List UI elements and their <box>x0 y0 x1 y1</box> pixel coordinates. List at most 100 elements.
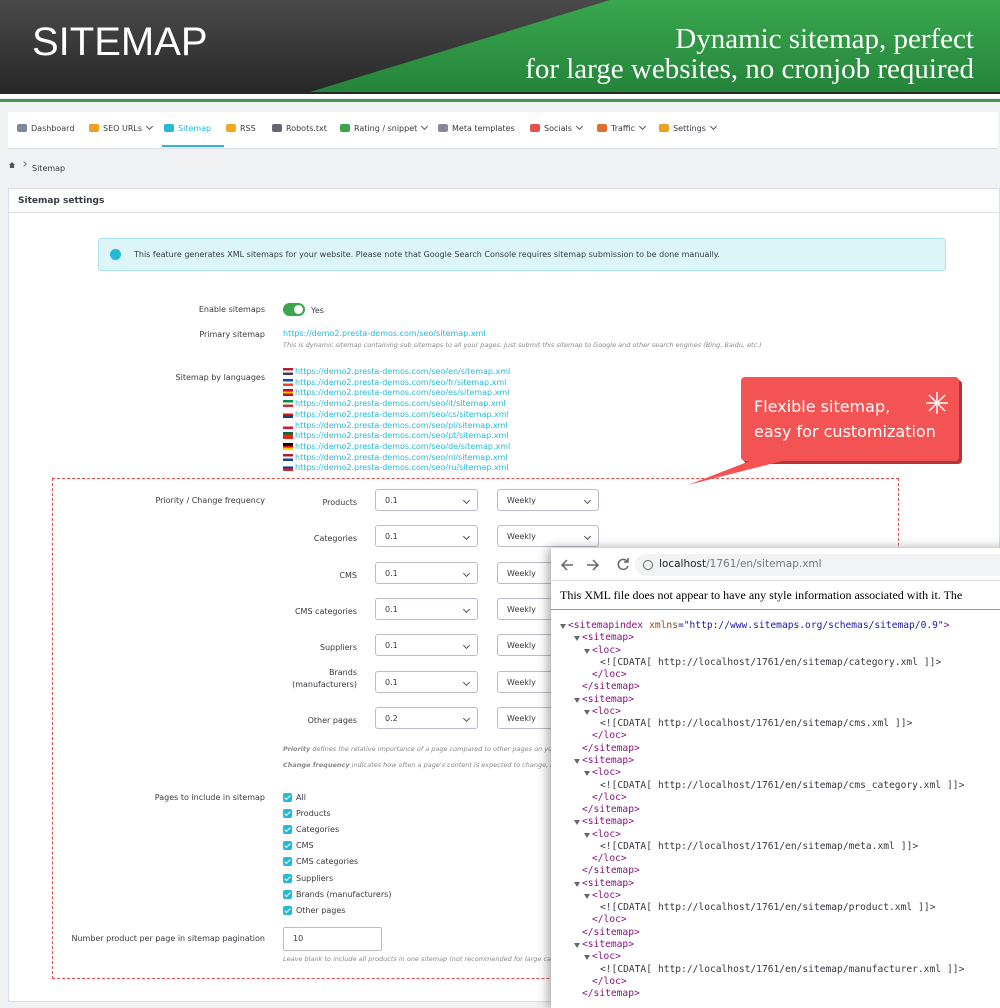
frequency-select[interactable]: Weekly <box>497 489 599 511</box>
expand-toggle[interactable] <box>584 955 590 961</box>
cdata-open: <![CDATA[ <box>600 963 652 975</box>
nav-item[interactable]: Settings <box>659 122 717 133</box>
toggle-knob[interactable] <box>294 305 303 314</box>
flag-icon <box>283 389 293 397</box>
select-value[interactable]: 0.1 <box>385 641 398 651</box>
checkbox-label[interactable]: Other pages <box>296 905 346 915</box>
checkbox[interactable] <box>283 809 292 819</box>
expand-toggle[interactable] <box>574 881 580 887</box>
language-sitemap-link[interactable]: https://demo2.presta-demos.com/seo/pt/si… <box>295 431 509 441</box>
expand-toggle[interactable] <box>574 758 580 764</box>
expand-toggle[interactable] <box>584 771 590 777</box>
nav-item[interactable]: Meta templates <box>438 124 515 133</box>
select-caret[interactable] <box>462 714 471 722</box>
frequency-select[interactable]: Weekly <box>497 525 599 548</box>
select-value[interactable]: Weekly <box>507 496 536 505</box>
checkbox-label[interactable]: Suppliers <box>296 873 334 883</box>
priority-select[interactable]: 0.1 <box>375 561 478 584</box>
language-sitemap-link[interactable]: https://demo2.presta-demos.com/seo/cs/si… <box>295 409 509 419</box>
select-value[interactable]: 0.1 <box>385 677 398 687</box>
language-sitemap-link[interactable]: https://demo2.presta-demos.com/seo/nl/si… <box>295 452 508 462</box>
tagline: Dynamic sitemap, perfect for large websi… <box>525 24 974 84</box>
checkbox[interactable] <box>283 825 292 835</box>
language-sitemap-link[interactable]: https://demo2.presta-demos.com/seo/es/si… <box>295 388 510 398</box>
xml-line: </loc> <box>592 976 627 987</box>
select-caret[interactable] <box>462 533 471 541</box>
nav-item[interactable]: Sitemap <box>164 124 211 133</box>
expand-toggle[interactable] <box>574 820 580 826</box>
nav-item[interactable]: Dashboard <box>17 124 74 133</box>
expand-toggle[interactable] <box>584 648 590 654</box>
checkbox[interactable] <box>283 841 292 851</box>
back-button[interactable] <box>561 559 573 571</box>
select-caret[interactable] <box>462 496 471 505</box>
select-caret[interactable] <box>462 642 471 650</box>
priority-select[interactable]: 0.1 <box>375 634 478 657</box>
select-value[interactable]: Weekly <box>507 641 536 651</box>
select-value[interactable]: Weekly <box>507 677 536 687</box>
expand-toggle[interactable] <box>560 624 566 629</box>
dropdown-caret <box>709 122 717 131</box>
xml-line: <sitemap> <box>582 878 634 889</box>
priority-select[interactable]: 0.1 <box>375 670 478 693</box>
xml-line: </loc> <box>592 730 627 741</box>
select-value[interactable]: 0.2 <box>385 713 398 723</box>
checkbox[interactable] <box>283 905 292 915</box>
select-caret[interactable] <box>583 533 592 541</box>
checkbox-label[interactable]: Brands (manufacturers) <box>296 889 392 899</box>
checkbox[interactable] <box>283 857 292 867</box>
expand-toggle[interactable] <box>574 943 580 949</box>
reload-button[interactable] <box>617 558 629 571</box>
expand-toggle[interactable] <box>574 697 580 703</box>
checkbox[interactable] <box>283 889 292 899</box>
checkbox-label[interactable]: Products <box>296 809 331 819</box>
select-value[interactable]: 0.1 <box>385 532 398 542</box>
priority-select[interactable]: 0.1 <box>375 525 478 548</box>
priority-select[interactable]: 0.1 <box>375 489 478 511</box>
language-sitemap-link[interactable]: https://demo2.presta-demos.com/seo/fr/si… <box>295 377 507 387</box>
checkbox[interactable] <box>283 873 292 883</box>
select-caret[interactable] <box>583 496 592 505</box>
select-value[interactable]: 0.1 <box>385 568 398 578</box>
priority-type-label: CMS categories <box>294 606 357 616</box>
select-value[interactable]: 0.1 <box>385 496 398 505</box>
expand-toggle[interactable] <box>574 636 580 642</box>
home-icon[interactable] <box>9 162 15 168</box>
select-caret[interactable] <box>462 605 471 613</box>
nav-item[interactable]: RSS <box>226 124 256 133</box>
select-caret[interactable] <box>462 569 471 577</box>
expand-toggle[interactable] <box>584 709 590 715</box>
nav-item[interactable]: Traffic <box>597 122 647 133</box>
nav-label: Meta templates <box>452 124 515 133</box>
expand-toggle[interactable] <box>584 832 590 838</box>
select-value[interactable]: Weekly <box>507 568 536 578</box>
sitemap-link[interactable]: https://demo2.presta-demos.com/seo/sitem… <box>283 329 486 338</box>
priority-select[interactable]: 0.1 <box>375 597 478 620</box>
input-value[interactable]: 10 <box>293 934 304 943</box>
nav-item[interactable]: SEO URLs <box>89 122 154 133</box>
forward-button[interactable] <box>587 559 600 571</box>
nav-item[interactable]: Socials <box>530 122 583 133</box>
address-bar[interactable]: localhost/1761/en/sitemap.xml <box>635 554 1000 576</box>
expand-toggle[interactable] <box>584 893 590 899</box>
checkbox-label[interactable]: All <box>296 793 306 802</box>
toggle-value[interactable]: Yes <box>311 306 324 315</box>
select-value[interactable]: Weekly <box>507 604 536 614</box>
checkbox-label[interactable]: CMS <box>296 841 314 851</box>
select-value[interactable]: Weekly <box>507 713 536 723</box>
select-caret[interactable] <box>462 678 471 686</box>
checkbox-label[interactable]: Categories <box>296 825 340 835</box>
nav-item[interactable]: Robots.txt <box>272 124 327 133</box>
language-sitemap-link[interactable]: https://demo2.presta-demos.com/seo/it/si… <box>295 399 506 409</box>
nav-item[interactable]: Rating / snippet <box>340 122 429 133</box>
pagination-input[interactable]: 10 <box>283 927 382 951</box>
checkbox[interactable] <box>283 793 292 802</box>
select-value[interactable]: Weekly <box>507 532 536 542</box>
language-sitemap-link[interactable]: https://demo2.presta-demos.com/seo/en/si… <box>295 367 511 376</box>
priority-select[interactable]: 0.2 <box>375 706 478 729</box>
checkbox-label[interactable]: CMS categories <box>296 857 359 867</box>
language-sitemap-link[interactable]: https://demo2.presta-demos.com/seo/de/si… <box>295 441 511 451</box>
select-value[interactable]: 0.1 <box>385 604 398 614</box>
language-sitemap-link[interactable]: https://demo2.presta-demos.com/seo/ru/si… <box>295 463 509 473</box>
language-sitemap-link[interactable]: https://demo2.presta-demos.com/seo/pl/si… <box>295 420 508 430</box>
